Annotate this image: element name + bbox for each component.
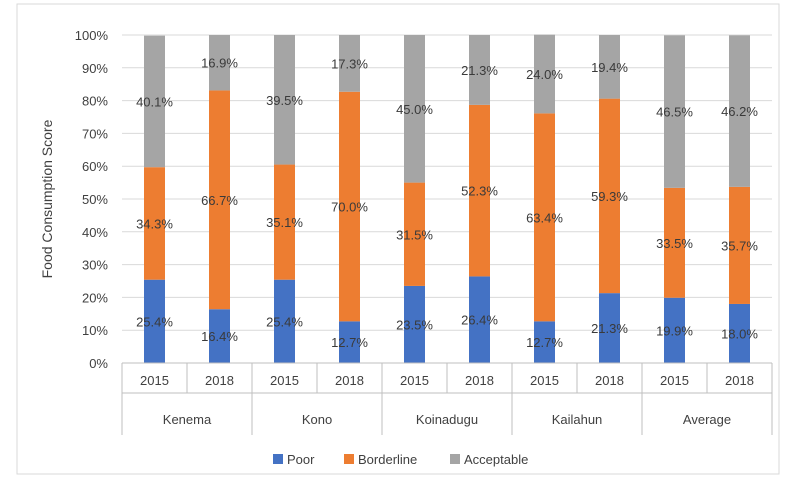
data-label-acceptable: 40.1% — [136, 94, 173, 109]
x-tick-label-year: 2018 — [725, 373, 754, 388]
legend-label-acceptable: Acceptable — [464, 452, 528, 467]
bar-acceptable-8 — [664, 35, 685, 188]
bar-poor-5 — [469, 276, 490, 363]
bar-poor-1 — [209, 309, 230, 363]
x-tick-label-year: 2015 — [270, 373, 299, 388]
bar-borderline-6 — [534, 113, 555, 322]
x-tick-label-year: 2018 — [335, 373, 364, 388]
data-label-poor: 23.5% — [396, 317, 433, 332]
data-label-borderline: 59.3% — [591, 189, 628, 204]
x-group-label: Kenema — [163, 412, 212, 427]
bar-acceptable-0 — [144, 35, 165, 168]
data-label-poor: 12.7% — [526, 335, 563, 350]
y-tick-label: 60% — [82, 159, 108, 174]
data-label-acceptable: 21.3% — [461, 63, 498, 78]
data-label-borderline: 34.3% — [136, 216, 173, 231]
bar-borderline-2 — [274, 164, 295, 280]
data-label-poor: 16.4% — [201, 329, 238, 344]
data-label-borderline: 63.4% — [526, 210, 563, 225]
x-group-label: Koinadugu — [416, 412, 478, 427]
data-label-borderline: 66.7% — [201, 193, 238, 208]
bar-poor-3 — [339, 321, 360, 363]
data-label-acceptable: 46.2% — [721, 104, 758, 119]
y-tick-label: 40% — [82, 225, 108, 240]
x-tick-label-year: 2018 — [595, 373, 624, 388]
bar-acceptable-1 — [209, 35, 230, 91]
y-tick-label: 0% — [89, 356, 108, 371]
data-label-acceptable: 19.4% — [591, 60, 628, 75]
data-label-acceptable: 45.0% — [396, 102, 433, 117]
x-tick-label-year: 2015 — [400, 373, 429, 388]
data-label-poor: 25.4% — [266, 314, 303, 329]
data-label-borderline: 52.3% — [461, 184, 498, 199]
y-tick-label: 30% — [82, 258, 108, 273]
data-label-borderline: 31.5% — [396, 227, 433, 242]
bar-poor-6 — [534, 321, 555, 363]
x-tick-label-year: 2018 — [205, 373, 234, 388]
bar-borderline-3 — [339, 91, 360, 322]
data-label-poor: 21.3% — [591, 321, 628, 336]
legend-label-borderline: Borderline — [358, 452, 417, 467]
y-tick-label: 90% — [82, 61, 108, 76]
bar-borderline-9 — [729, 186, 750, 304]
x-tick-label-year: 2015 — [140, 373, 169, 388]
bar-poor-2 — [274, 279, 295, 363]
data-label-acceptable: 24.0% — [526, 67, 563, 82]
data-label-poor: 26.4% — [461, 313, 498, 328]
data-label-poor: 18.0% — [721, 326, 758, 341]
y-tick-label: 50% — [82, 192, 108, 207]
y-tick-label: 80% — [82, 94, 108, 109]
bar-acceptable-6 — [534, 34, 555, 114]
chart-border — [16, 3, 780, 475]
bar-acceptable-7 — [599, 35, 620, 99]
legend-label-poor: Poor — [287, 452, 315, 467]
data-label-poor: 25.4% — [136, 314, 173, 329]
legend-swatch-acceptable — [450, 454, 460, 464]
bar-poor-4 — [404, 285, 425, 363]
bar-poor-9 — [729, 303, 750, 363]
bar-borderline-7 — [599, 98, 620, 294]
data-label-borderline: 35.1% — [266, 215, 303, 230]
bar-borderline-4 — [404, 182, 425, 286]
data-label-borderline: 33.5% — [656, 236, 693, 251]
data-label-borderline: 35.7% — [721, 238, 758, 253]
bar-borderline-1 — [209, 90, 230, 310]
bar-acceptable-4 — [404, 35, 425, 183]
legend-swatch-poor — [273, 454, 283, 464]
bar-poor-8 — [664, 297, 685, 363]
x-group-label: Kailahun — [552, 412, 603, 427]
bar-borderline-5 — [469, 104, 490, 277]
bar-acceptable-5 — [469, 35, 490, 105]
data-label-borderline: 70.0% — [331, 200, 368, 215]
data-label-acceptable: 17.3% — [331, 56, 368, 71]
y-tick-label: 20% — [82, 290, 108, 305]
bar-borderline-8 — [664, 187, 685, 298]
data-label-acceptable: 46.5% — [656, 105, 693, 120]
bar-acceptable-3 — [339, 35, 360, 92]
x-group-label: Kono — [302, 412, 332, 427]
bar-poor-0 — [144, 279, 165, 363]
x-tick-label-year: 2015 — [660, 373, 689, 388]
x-group-label: Average — [683, 412, 731, 427]
y-tick-label: 10% — [82, 323, 108, 338]
y-tick-label: 70% — [82, 126, 108, 141]
data-label-acceptable: 16.9% — [201, 56, 238, 71]
y-axis-title: Food Consumption Score — [39, 119, 55, 278]
data-label-acceptable: 39.5% — [266, 93, 303, 108]
data-label-poor: 19.9% — [656, 323, 693, 338]
x-tick-label-year: 2015 — [530, 373, 559, 388]
bar-poor-7 — [599, 293, 620, 363]
legend-swatch-borderline — [344, 454, 354, 464]
x-tick-label-year: 2018 — [465, 373, 494, 388]
bar-acceptable-2 — [274, 35, 295, 165]
bar-borderline-0 — [144, 167, 165, 280]
y-tick-label: 100% — [75, 28, 109, 43]
data-label-poor: 12.7% — [331, 335, 368, 350]
bar-acceptable-9 — [729, 35, 750, 187]
